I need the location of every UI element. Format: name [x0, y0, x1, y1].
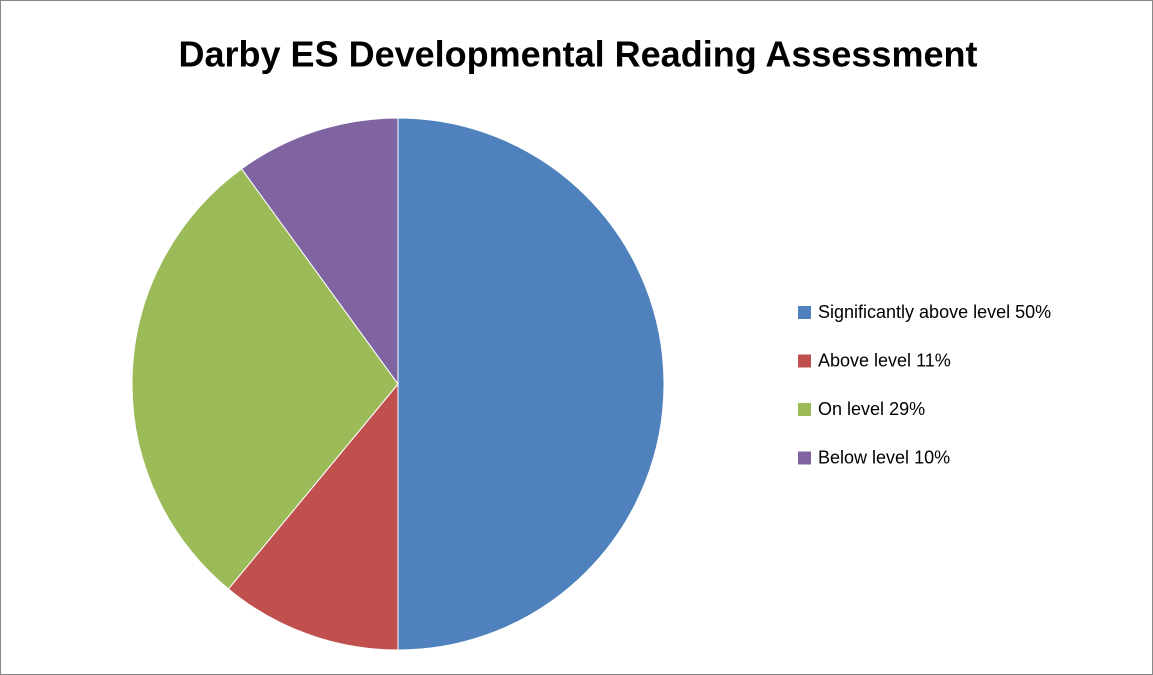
legend-category: Below level — [818, 447, 909, 467]
legend-swatch — [798, 306, 811, 319]
chart-title: Darby ES Developmental Reading Assessmen… — [179, 34, 978, 75]
legend-value: 50% — [1015, 302, 1051, 322]
legend-value: 29% — [889, 399, 925, 419]
legend-label: On level 29% — [818, 399, 925, 419]
pie-slice — [397, 117, 665, 651]
pie-slice — [131, 168, 399, 590]
pie-slice — [240, 117, 399, 386]
legend-category: Above level — [818, 350, 911, 370]
legend-category: Significantly above level — [818, 302, 1010, 322]
legend-swatch — [798, 403, 811, 416]
legend-value: 11% — [916, 350, 951, 370]
legend-label: Below level 10% — [818, 447, 950, 467]
legend-label: Significantly above level 50% — [818, 302, 1051, 322]
pie-slice — [227, 382, 399, 651]
legend-label: Above level 11% — [818, 350, 951, 370]
legend-value: 10% — [914, 447, 950, 467]
legend-swatch — [798, 451, 811, 465]
legend-swatch — [798, 354, 811, 368]
legend-category: On level — [818, 399, 884, 419]
